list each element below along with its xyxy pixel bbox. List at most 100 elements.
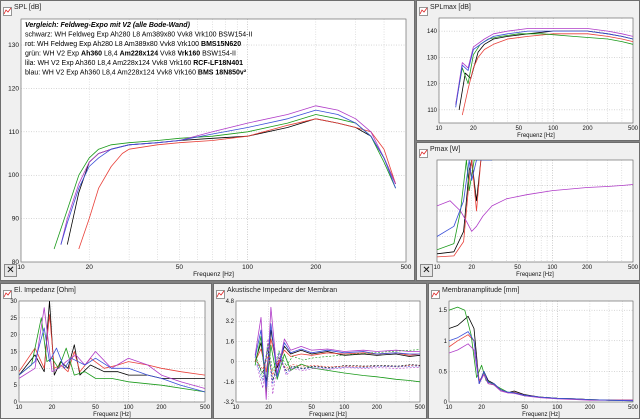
y-tick-label: 0.5 — [439, 369, 448, 375]
splmax-title: SPLmax [dB] — [430, 4, 471, 11]
splmax-title-bar[interactable]: SPLmax [dB] — [417, 1, 639, 16]
x-tick-label: 100 — [548, 126, 559, 132]
spl-title-bar[interactable]: SPL [dB] — [1, 1, 414, 16]
x-tick-label: 10 — [233, 405, 240, 411]
y-tick-label: 0 — [444, 400, 448, 406]
x-tick-label: 200 — [585, 405, 596, 411]
y-tick-label: 120 — [8, 85, 19, 92]
acoustic-chart[interactable]: 10 20 50 100 200 500 Frequenz [Hz] -3.2 -1.6 0 1.6… — [214, 297, 426, 418]
series-line-blue — [19, 327, 205, 393]
excursion-title-bar[interactable]: Membranamplitude [mm] — [429, 284, 639, 299]
impedance-window[interactable]: El. Impedanz [Ohm] 10 20 50 100 200 500 Freque… — [0, 283, 212, 419]
series-line-dashed-blue — [256, 346, 420, 385]
impedance-chart[interactable]: 10 20 50 100 200 500 Frequenz [Hz] 0 5 10 15 20 25 30 — [1, 297, 211, 418]
x-tick-label: 200 — [310, 264, 321, 271]
x-tick-label: 20 — [470, 126, 477, 132]
x-tick-label: 200 — [156, 405, 167, 411]
x-tick-label: 10 — [17, 264, 25, 271]
acoustic-title: Akustische Impedanz der Membran — [227, 287, 338, 294]
y-tick-label: 3.2 — [226, 319, 235, 325]
y-tick-label: 5 — [14, 383, 18, 389]
spl-window[interactable]: SPL [dB] 10 20 50 100 200 500 Frequenz [Hz] 80 9… — [0, 0, 415, 281]
excursion-chart[interactable]: 10 20 50 100 200 500 Frequenz [Hz] 0 0.5 1 1.5 — [429, 297, 639, 418]
x-tick-label: 200 — [372, 405, 383, 411]
series-line-red — [461, 33, 633, 116]
x-axis-label: Frequenz [Hz] — [516, 272, 554, 278]
x-tick-label: 500 — [628, 126, 639, 132]
y-tick-label: 30 — [10, 299, 17, 305]
series-group — [437, 160, 633, 258]
y-tick-label: 140 — [427, 29, 438, 35]
y-tick-label: -1.6 — [224, 380, 235, 386]
x-tick-label: 10 — [434, 265, 441, 271]
x-axis-label: Frequenz [Hz] — [93, 412, 131, 418]
x-tick-label: 50 — [514, 265, 521, 271]
speaker-chart-icon — [216, 286, 225, 299]
pmax-title: Pmax [W] — [430, 146, 461, 153]
spl-chart[interactable]: 10 20 50 100 200 500 Frequenz [Hz] 80 90 100 110 12… — [1, 14, 414, 280]
x-tick-label: 20 — [86, 264, 94, 271]
x-tick-label: 500 — [415, 405, 426, 411]
series-line-red — [437, 160, 492, 258]
x-tick-label: 500 — [200, 405, 211, 411]
excursion-window[interactable]: Membranamplitude [mm] 10 20 50 100 200 500 Fre… — [428, 283, 640, 419]
pmax-title-bar[interactable]: Pmax [W] — [417, 143, 639, 158]
legend: Vergleich: Feldweg-Expo mit V2 (alle Bod… — [25, 22, 252, 77]
y-tick-label: 100 — [8, 172, 19, 179]
series-line-green — [455, 33, 633, 105]
series-line-blue — [437, 160, 492, 237]
x-tick-label: 100 — [339, 405, 350, 411]
pmax-chart[interactable]: 10 20 50 100 200 500 Frequenz [Hz] — [417, 156, 639, 280]
legend-entry: grün: WH V2 Exp Ah360 L8,4 Am228x124 Vvk… — [25, 51, 236, 58]
grid — [438, 18, 634, 123]
series-line-lila — [60, 105, 396, 245]
x-axis-label: Frequenz [Hz] — [522, 412, 560, 418]
speaker-chart-icon — [3, 3, 12, 16]
x-axis-label: Frequenz [Hz] — [193, 271, 234, 278]
x-tick-label: 50 — [308, 405, 315, 411]
y-tick-label: 1 — [444, 339, 448, 345]
x-tick-label: 20 — [468, 265, 475, 271]
splmax-chart[interactable]: 10 20 50 100 200 500 Frequenz [Hz] 110 120 130 140 — [417, 14, 639, 140]
spl-close-button[interactable]: ✕ — [4, 264, 17, 277]
y-tick-label: 130 — [427, 55, 438, 61]
plot-area — [448, 300, 634, 403]
x-tick-label: 500 — [628, 405, 639, 411]
impedance-title-bar[interactable]: El. Impedanz [Ohm] — [1, 284, 211, 299]
y-tick-label: -3.2 — [224, 400, 235, 406]
y-tick-label: 0 — [231, 360, 235, 366]
speaker-chart-icon — [419, 3, 428, 16]
legend-entry: rot: WH Feldweg Exp Ah280 L8 Am389x80 Vv… — [25, 41, 241, 48]
series-line-lila — [455, 28, 633, 105]
splmax-window[interactable]: SPLmax [dB] 10 20 50 100 200 500 Frequenz [Hz]… — [416, 0, 640, 141]
legend-entry: schwarz: WH Feldweg Exp Ah280 L8 Am389x8… — [25, 32, 252, 39]
grid — [448, 301, 634, 403]
speaker-chart-icon — [419, 145, 428, 158]
y-tick-label: 1.5 — [439, 308, 448, 314]
x-tick-label: 50 — [515, 126, 522, 132]
pmax-window[interactable]: Pmax [W] 10 20 50 100 200 500 Frequenz [Hz] ✕ — [416, 142, 640, 281]
acoustic-window[interactable]: Akustische Impedanz der Membran 10 20 50 10… — [213, 283, 427, 419]
y-tick-label: 10 — [10, 366, 17, 372]
x-axis-label: Frequenz [Hz] — [517, 133, 555, 139]
y-tick-label: 4.8 — [226, 299, 235, 305]
y-tick-label: 20 — [10, 333, 17, 339]
x-tick-label: 50 — [176, 264, 184, 271]
y-tick-label: 120 — [427, 82, 438, 88]
x-tick-label: 200 — [583, 126, 594, 132]
x-tick-label: 200 — [582, 265, 593, 271]
y-tick-label: 15 — [10, 350, 17, 356]
speaker-chart-icon — [431, 286, 440, 299]
x-tick-label: 10 — [436, 126, 443, 132]
series-group — [449, 306, 633, 402]
acoustic-title-bar[interactable]: Akustische Impedanz der Membran — [214, 284, 426, 299]
x-tick-label: 100 — [552, 405, 563, 411]
pmax-close-button[interactable]: ✕ — [420, 264, 433, 277]
x-axis-label: Frequenz [Hz] — [309, 412, 347, 418]
x-tick-label: 100 — [242, 264, 253, 271]
series-group — [53, 105, 396, 250]
series-line-blue — [254, 323, 420, 388]
series-line-blue — [455, 30, 633, 108]
x-tick-label: 50 — [521, 405, 528, 411]
spl-title: SPL [dB] — [14, 4, 42, 11]
